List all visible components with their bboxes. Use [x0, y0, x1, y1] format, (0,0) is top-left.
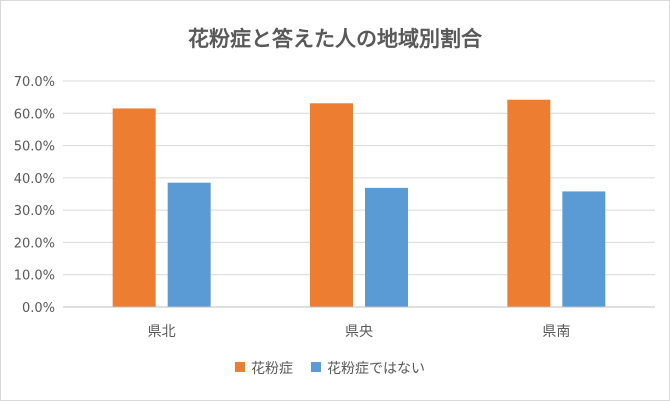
- y-tick-label: 30.0%: [14, 204, 55, 219]
- bar-not-kafunsho: [365, 187, 408, 307]
- y-tick-label: 70.0%: [14, 75, 55, 90]
- y-tick-label: 40.0%: [14, 172, 55, 187]
- bar-kafunsho: [310, 103, 353, 307]
- y-axis-tick-labels: 0.0% 10.0% 20.0% 30.0% 40.0% 50.0% 60.0% 70.0%: [14, 75, 55, 316]
- chart-title: 花粉症と答えた人の地域別割合: [188, 27, 483, 51]
- y-tick-label: 10.0%: [14, 269, 55, 284]
- legend-label: 花粉症: [251, 361, 293, 377]
- x-axis-category-labels: 県北 県央 県南: [148, 324, 571, 340]
- bar-not-kafunsho: [167, 182, 211, 307]
- gridlines: [63, 80, 655, 276]
- y-tick-label: 50.0%: [14, 140, 55, 155]
- x-category-label: 県北: [148, 324, 176, 340]
- y-tick-label: 20.0%: [14, 236, 55, 251]
- bar-not-kafunsho: [562, 191, 606, 307]
- legend-swatch: [235, 362, 245, 372]
- legend-swatch: [311, 362, 321, 372]
- y-tick-label: 0.0%: [22, 301, 55, 316]
- bar-kafunsho: [507, 99, 551, 308]
- bar-kafunsho: [112, 108, 156, 307]
- legend-label: 花粉症ではない: [327, 361, 425, 377]
- legend: 花粉症 花粉症ではない: [235, 361, 425, 377]
- x-category-label: 県央: [345, 324, 373, 340]
- x-category-label: 県南: [542, 324, 570, 340]
- bars: [112, 99, 606, 308]
- y-tick-label: 60.0%: [14, 107, 55, 122]
